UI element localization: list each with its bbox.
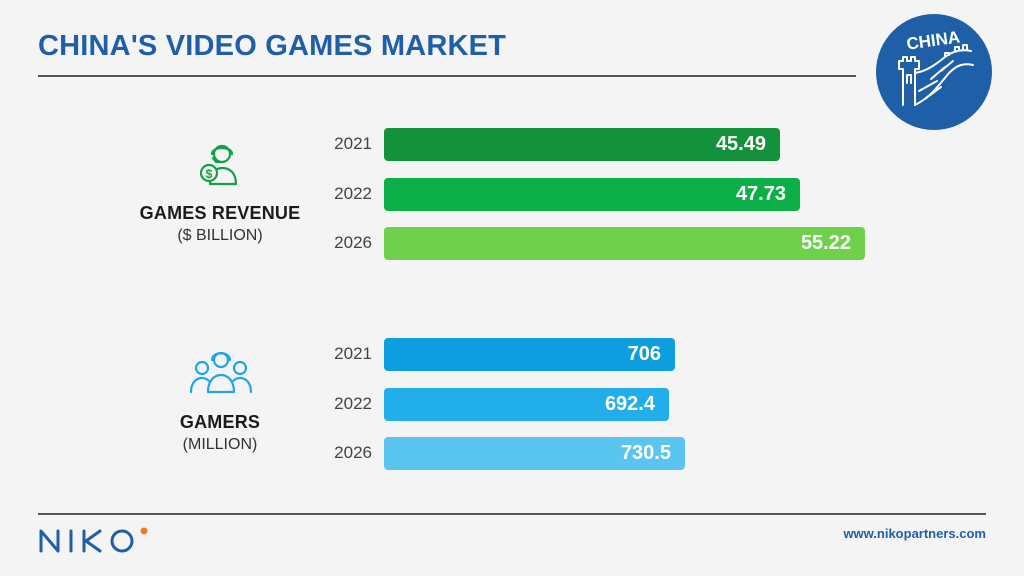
- bar-value-label: 692.4: [604, 393, 655, 415]
- svg-text:$: $: [206, 167, 213, 181]
- year-label: 2026: [334, 233, 372, 252]
- gamer-dollar-icon: $: [199, 144, 238, 186]
- footer-divider: [38, 513, 986, 515]
- bar-2021: 45.49: [384, 128, 780, 161]
- gamers-group-icon: [189, 351, 253, 394]
- revenue-unit: ($ BILLION): [177, 227, 263, 244]
- footer-url[interactable]: www.nikopartners.com: [843, 526, 986, 541]
- great-wall-icon: CHINA: [876, 14, 992, 130]
- bar-value-label: 706: [627, 343, 661, 365]
- bar-value-label: 45.49: [715, 133, 766, 155]
- page-title: CHINA'S VIDEO GAMES MARKET: [38, 30, 507, 62]
- bar-2022: 692.4: [384, 388, 669, 421]
- gamers-unit: (MILLION): [182, 436, 258, 453]
- bar-2026: 730.5: [384, 437, 685, 470]
- year-label: 2022: [334, 394, 372, 413]
- year-label: 2026: [334, 443, 372, 462]
- bar-value-label: 55.22: [800, 232, 851, 254]
- gamers-title: GAMERS: [179, 412, 261, 432]
- niko-logo: [39, 527, 148, 553]
- header-divider: [38, 75, 856, 77]
- year-label: 2021: [334, 134, 372, 153]
- bar-2026: 55.22: [384, 227, 865, 260]
- year-label: 2022: [334, 184, 372, 203]
- revenue-category-label: GAMES REVENUE ($ BILLION): [130, 203, 310, 245]
- revenue-title: GAMES REVENUE: [139, 203, 301, 223]
- gamers-category-label: GAMERS (MILLION): [130, 412, 310, 454]
- bar-2022: 47.73: [384, 178, 800, 211]
- bar-2021: 706: [384, 338, 675, 371]
- bar-value-label: 47.73: [735, 183, 786, 205]
- bar-value-label: 730.5: [620, 442, 671, 464]
- year-label: 2021: [334, 344, 372, 363]
